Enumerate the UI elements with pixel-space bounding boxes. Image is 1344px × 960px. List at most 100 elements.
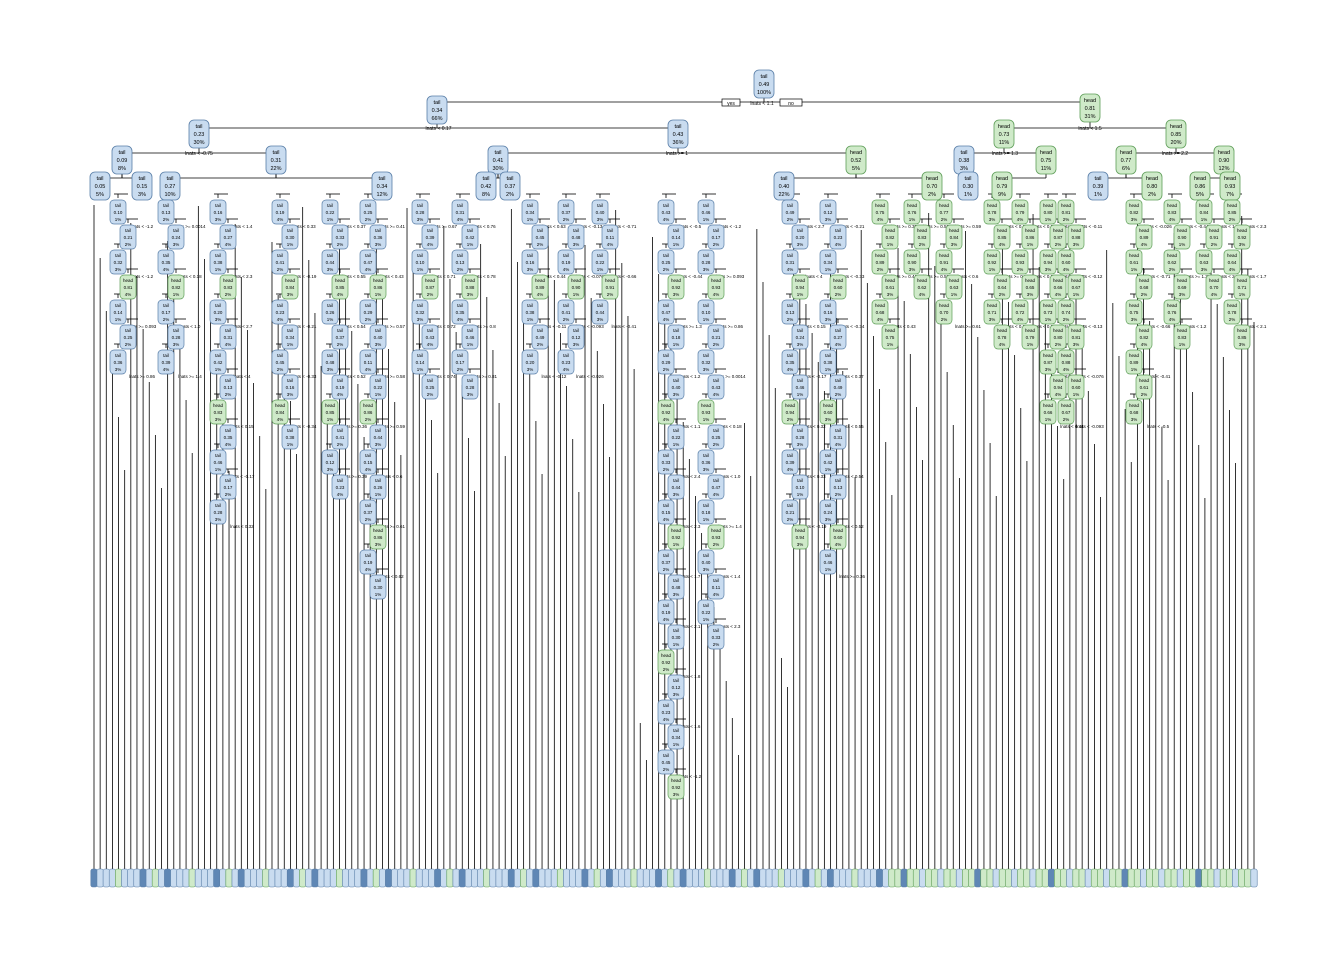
node-percent: 4% [713, 592, 720, 597]
node-box [369, 324, 387, 350]
leaf-node [1084, 868, 1092, 888]
leaf-node [556, 868, 564, 888]
node-box [983, 249, 1001, 275]
node-box [791, 424, 809, 450]
node-class-label: tail [797, 228, 803, 233]
node-class-label: tail [173, 228, 179, 233]
node-box [591, 249, 609, 275]
split-condition-label: lnats >= 0.57 [379, 324, 406, 329]
node-percent: 3% [703, 367, 710, 372]
node-class-label: head [1061, 303, 1072, 308]
split-condition-label: lnats >= 0.57 [923, 224, 950, 229]
node-box [935, 299, 953, 325]
node-box [499, 171, 521, 201]
node-box [591, 199, 609, 225]
leaf-node [133, 868, 141, 888]
no-box [779, 98, 803, 107]
node-class-label: head [1209, 278, 1220, 283]
node-probability: 0.13 [456, 260, 465, 265]
node-class-label: head [1015, 253, 1026, 258]
node-percent: 36% [672, 140, 683, 146]
leaf-node [213, 868, 221, 888]
node-class-label: tail [663, 753, 669, 758]
node-percent: 1% [951, 292, 958, 297]
node-percent: 3% [417, 217, 424, 222]
node-class-label: tail [825, 553, 831, 558]
node-probability: 0.85 [998, 235, 1007, 240]
node-probability: 0.10 [114, 210, 123, 215]
node-percent: 4% [607, 242, 614, 247]
node-class-label: head [1237, 228, 1248, 233]
split-condition-label: lnats < 0.17 [426, 126, 452, 132]
node-probability: 0.94 [796, 535, 805, 540]
node-probability: 0.60 [834, 285, 843, 290]
node-box [359, 249, 377, 275]
node-probability: 0.83 [214, 410, 223, 415]
node-probability: 0.66 [1044, 410, 1053, 415]
leaf-node [777, 868, 785, 888]
leaf-node [170, 868, 178, 888]
node-class-label: head [1224, 176, 1236, 182]
node-box [667, 324, 685, 350]
node-probability: 0.11 [606, 235, 615, 240]
split-condition-label: lnats >= 0.36 [839, 574, 866, 579]
node-probability: 0.13 [834, 485, 843, 490]
node-box [1195, 249, 1213, 275]
node-box [331, 274, 349, 300]
leaf-node [1011, 868, 1019, 888]
node-class-label: tail [713, 628, 719, 633]
node-class-label: tail [537, 328, 543, 333]
node-percent: 2% [787, 217, 794, 222]
split-condition-label: lnats >= 0.39 [891, 224, 918, 229]
node-percent: 3% [573, 342, 580, 347]
node-probability: 0.38 [959, 158, 970, 164]
node-probability: 0.22 [374, 385, 383, 390]
node-probability: 0.39 [426, 235, 435, 240]
node-probability: 0.49 [759, 82, 770, 88]
node-box [881, 324, 899, 350]
leaf-node [452, 868, 460, 888]
split-condition-label: lnats < 0.32 [802, 424, 826, 429]
node-percent: 3% [287, 392, 294, 397]
root-split-condition: lnats < 1.1 [750, 101, 773, 107]
node-class-label: head [1025, 228, 1036, 233]
node-percent: 100% [757, 90, 771, 96]
node-probability: 0.43 [662, 210, 671, 215]
node-percent: 3% [215, 517, 222, 522]
node-percent: 1% [825, 267, 832, 272]
split-condition-label: lnats >= 0.36 [341, 424, 368, 429]
node-class-label: tail [673, 428, 679, 433]
node-box [791, 524, 809, 550]
node-percent: 1% [673, 542, 680, 547]
node-class-label: head [987, 253, 998, 258]
node-probability: 0.85 [326, 410, 335, 415]
leaf-node [734, 868, 742, 888]
split-condition-label: lnats < -0.44 [678, 274, 703, 279]
node-box [369, 424, 387, 450]
node-probability: 0.42 [466, 235, 475, 240]
node-probability: 0.47 [712, 485, 721, 490]
node-class-label: tail [713, 228, 719, 233]
node-class-label: tail [215, 203, 221, 208]
node-class-label: head [425, 278, 436, 283]
node-class-label: tail [527, 353, 533, 358]
leaf-node [906, 868, 914, 888]
leaf-node [882, 868, 890, 888]
node-probability: 0.63 [1200, 260, 1209, 265]
node-percent: 2% [713, 342, 720, 347]
